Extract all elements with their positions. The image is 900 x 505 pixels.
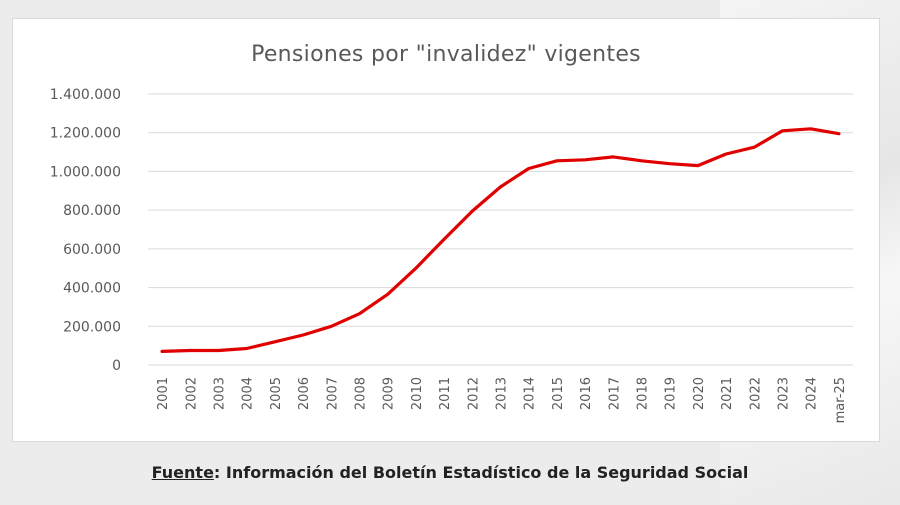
x-tick-label: 2010	[410, 377, 425, 410]
y-tick-label: 600.000	[63, 242, 121, 258]
x-tick-label: 2006	[297, 377, 312, 410]
y-tick-label: 1.400.000	[50, 87, 121, 103]
y-tick-label: 1.000.000	[50, 164, 121, 180]
y-axis-ticks: 0 200.000 400.000 600.000 800.000 1.000.000 1.…	[50, 87, 121, 374]
chart-title: Pensiones por "invalidez" vigentes	[251, 42, 641, 67]
series-layer	[160, 127, 841, 353]
y-tick-label: 200.000	[63, 319, 121, 335]
x-tick-label: 2014	[523, 377, 538, 410]
x-tick-label: 2003	[213, 377, 228, 410]
y-tick-label: 0	[112, 358, 121, 374]
y-tick-label: 800.000	[63, 203, 121, 219]
source-note: Fuente: Información del Boletín Estadíst…	[0, 463, 900, 482]
x-tick-label: 2018	[636, 377, 651, 410]
x-tick-label: 2017	[607, 377, 622, 410]
x-tick-label: 2016	[579, 377, 594, 410]
x-axis-ticks: 2001 2002 2003 2004 2005 2006 2007 2008 2009 2010…	[156, 377, 848, 423]
x-tick-label: 2019	[664, 377, 679, 410]
chart-card: Pensiones por "invalidez" vigentes 0 200.…	[12, 18, 880, 442]
x-tick-label: 2002	[184, 377, 199, 410]
source-text: : Información del Boletín Estadístico de…	[213, 463, 749, 482]
y-tick-label: 400.000	[63, 281, 121, 297]
x-tick-label: 2024	[805, 377, 820, 410]
x-tick-label: mar-25	[833, 377, 848, 423]
x-tick-label: 2007	[325, 377, 340, 410]
y-tick-label: 1.200.000	[50, 126, 121, 142]
x-tick-label: 2009	[382, 377, 397, 410]
x-tick-label: 2005	[269, 377, 284, 410]
line-chart: Pensiones por "invalidez" vigentes 0 200.…	[50, 42, 853, 423]
x-tick-label: 2012	[466, 377, 481, 410]
source-label: Fuente	[151, 463, 214, 482]
series-line	[160, 127, 841, 353]
x-tick-label: 2001	[156, 377, 171, 410]
x-tick-label: 2013	[495, 377, 510, 410]
x-tick-label: 2022	[748, 377, 763, 410]
x-tick-label: 2023	[777, 377, 792, 410]
x-tick-label: 2011	[438, 377, 453, 410]
gridlines	[148, 93, 853, 366]
x-tick-label: 2021	[720, 377, 735, 410]
x-tick-label: 2020	[692, 377, 707, 410]
x-tick-label: 2015	[551, 377, 566, 410]
x-tick-label: 2008	[354, 377, 369, 410]
x-tick-label: 2004	[241, 377, 256, 410]
